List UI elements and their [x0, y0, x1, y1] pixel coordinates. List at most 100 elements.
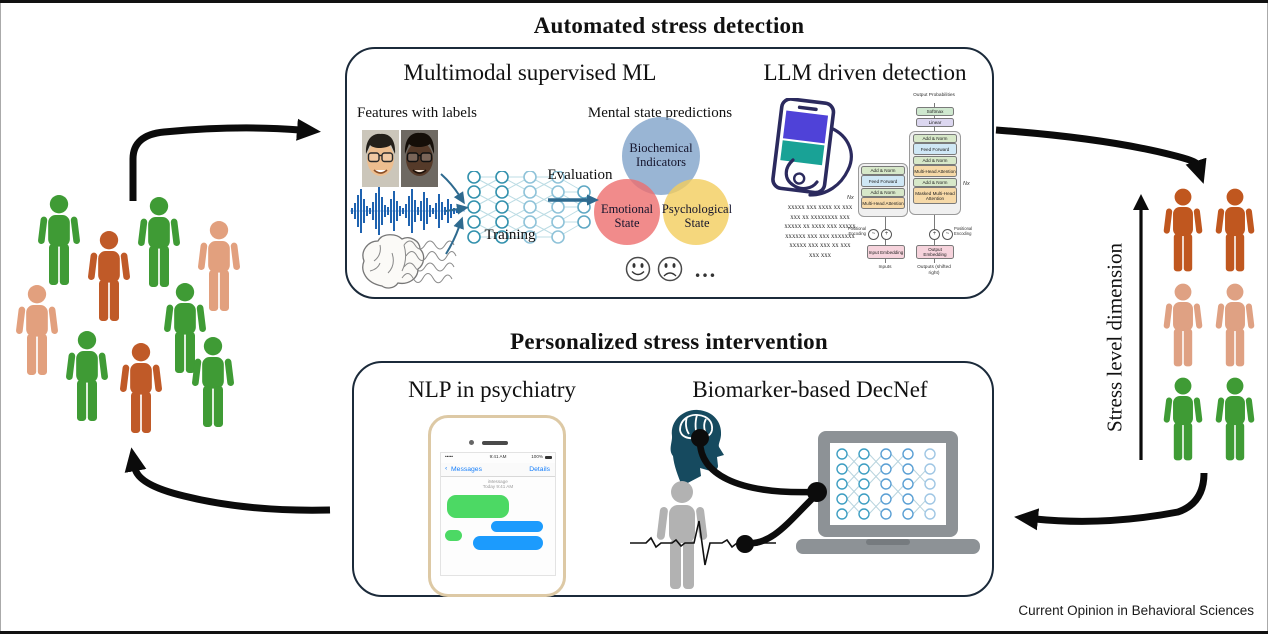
phone-camera-icon [469, 440, 474, 445]
person-icon [12, 283, 62, 377]
journal-credit: Current Opinion in Behavioral Sciences [1018, 603, 1254, 618]
llm-text-line: xxx xx xxxxxxxx xxx [790, 213, 850, 221]
message-bubble-blue [491, 521, 543, 532]
venn-top-label: Biochemical Indicators [629, 141, 693, 169]
llm-text-line: xxxxx xxx xxx xx xxx [789, 242, 851, 249]
transformer-masked-attention: Masked Multi-Head Attention [913, 187, 957, 204]
llm-text-line: xxx xxx [808, 251, 832, 259]
transformer-feed-forward: Feed Forward [913, 143, 957, 155]
venn-diagram [594, 117, 729, 245]
cycle-arrow-bottom-left [124, 447, 331, 514]
llm-text-line: xxxxx xx xxxx xxx xxxxx [784, 223, 856, 230]
transformer-feed-forward: Feed Forward [861, 175, 905, 187]
phone-in-hand-icon [771, 98, 853, 197]
features-label: Features with labels [357, 105, 477, 121]
positional-encoding-label: Positional Encoding [954, 226, 973, 236]
evaluation-label: Evaluation [547, 167, 613, 183]
venn-biochemical-circle [622, 117, 700, 195]
llm-sample-text: xxxxx xxx xxxx xx xxx xxx xx xxxxxxxx xx… [758, 203, 882, 260]
llm-detection-heading: LLM driven detection [763, 60, 967, 85]
transformer-inputs-label: Inputs [878, 265, 892, 270]
laptop-base [796, 539, 980, 554]
transformer-add-norm: Add & Norm [861, 188, 905, 197]
transformer-connector [934, 103, 935, 131]
venn-right-label: Psychological State [661, 202, 733, 230]
smiley-ellipsis: … [694, 257, 718, 282]
person-icon [1160, 281, 1206, 369]
message-bubble-green-small [445, 530, 462, 541]
details-link[interactable]: Details [529, 466, 550, 473]
top-title: Automated stress detection [533, 13, 805, 38]
positional-add-icon: + [929, 229, 940, 240]
person-icon [188, 335, 238, 429]
stress-axis-label: Stress level dimension [1102, 243, 1127, 432]
person-icon [1160, 375, 1206, 463]
multimodal-ml-heading: Multimodal supervised ML [403, 60, 657, 85]
carrier-signal-icon: ••••• [445, 454, 454, 459]
cycle-arrow-top-right [995, 126, 1207, 184]
training-label: Training [484, 227, 536, 243]
patient-person-icon [652, 479, 712, 591]
laptop-notch [866, 539, 910, 545]
phone-time: 9:41 AM [489, 454, 507, 459]
transformer-nx-right: Nx [963, 181, 970, 187]
transformer-add-norm: Add & Norm [913, 178, 957, 187]
transformer-outputs-label: Outputs (shifted right) [917, 265, 951, 276]
positional-encoding-wave-icon: ~ [942, 229, 953, 240]
transformer-output-embedding: Output Embedding [916, 245, 954, 259]
battery-percent: 100% [531, 454, 543, 459]
transformer-add-norm: Add & Norm [913, 156, 957, 165]
transformer-linear: Linear [916, 118, 954, 127]
laptop-neural-network-icon [836, 448, 936, 520]
iphone-messages-mockup: ••••• 9:41 AM 100% ‹ Messages Details iM… [428, 415, 566, 597]
transformer-output-probabilities: Output Probabilities [913, 93, 955, 98]
predictions-label: Mental state predictions [587, 105, 733, 121]
llm-text-line: xxxxxx xxx xxx xxxxxxx [785, 232, 855, 240]
transformer-diagram: Output Probabilities Softmax Linear Add … [847, 93, 996, 297]
thread-time: Today 9:41 AM [482, 484, 514, 490]
venn-left-label: Emotional State [600, 202, 654, 230]
llm-text-line: xxxxx xxx xxxx xx xxx [787, 204, 853, 211]
battery-icon [545, 455, 552, 459]
phone-status-bar: ••••• 9:41 AM 100% [441, 454, 555, 461]
message-bubble-blue-large [473, 536, 543, 550]
messages-back-link[interactable]: Messages [451, 466, 482, 473]
transformer-multi-head-attention: Multi-Head Attention [861, 197, 905, 209]
transformer-connector [885, 217, 886, 263]
thread-label: iMessage Today 9:41 AM [441, 479, 555, 490]
person-icon [34, 193, 84, 287]
transformer-add-norm: Add & Norm [913, 134, 957, 143]
person-icon [84, 229, 134, 323]
thread-service: iMessage [488, 479, 508, 484]
neural-network-icon [467, 171, 591, 244]
person-icon [62, 329, 112, 423]
audio-waveform-icon [350, 187, 465, 235]
back-chevron-icon[interactable]: ‹ [445, 465, 448, 472]
person-icon [1212, 186, 1258, 274]
message-bubble-green [447, 495, 509, 518]
person-icon [1160, 186, 1206, 274]
transformer-softmax: Softmax [916, 107, 954, 116]
face-photo-1 [362, 130, 399, 187]
venn-psychological-circle [663, 179, 729, 245]
person-icon [116, 341, 166, 435]
bottom-title: Personalized stress intervention [510, 329, 828, 354]
phone-screen: ••••• 9:41 AM 100% ‹ Messages Details iM… [440, 452, 556, 576]
cycle-arrow-top-left [129, 118, 321, 201]
person-icon [1212, 375, 1258, 463]
head-brain-icon [670, 409, 724, 486]
person-icon [134, 195, 184, 289]
transformer-multi-head-attention: Multi-Head Attention [913, 165, 957, 177]
cycle-arrow-bottom-right [1014, 472, 1208, 531]
positional-add-icon: + [881, 229, 892, 240]
smiley-faces-icon [625, 256, 683, 282]
transformer-input-embedding: Input Embedding [867, 245, 905, 259]
face-photo-2 [401, 130, 438, 187]
positional-encoding-wave-icon: ~ [868, 229, 879, 240]
venn-emotional-circle [594, 179, 660, 245]
transformer-nx-left: Nx [847, 195, 854, 201]
phone-nav-bar: ‹ Messages Details [441, 463, 555, 477]
transformer-add-norm: Add & Norm [861, 166, 905, 175]
positional-encoding-label: Positional Encoding [847, 226, 866, 236]
